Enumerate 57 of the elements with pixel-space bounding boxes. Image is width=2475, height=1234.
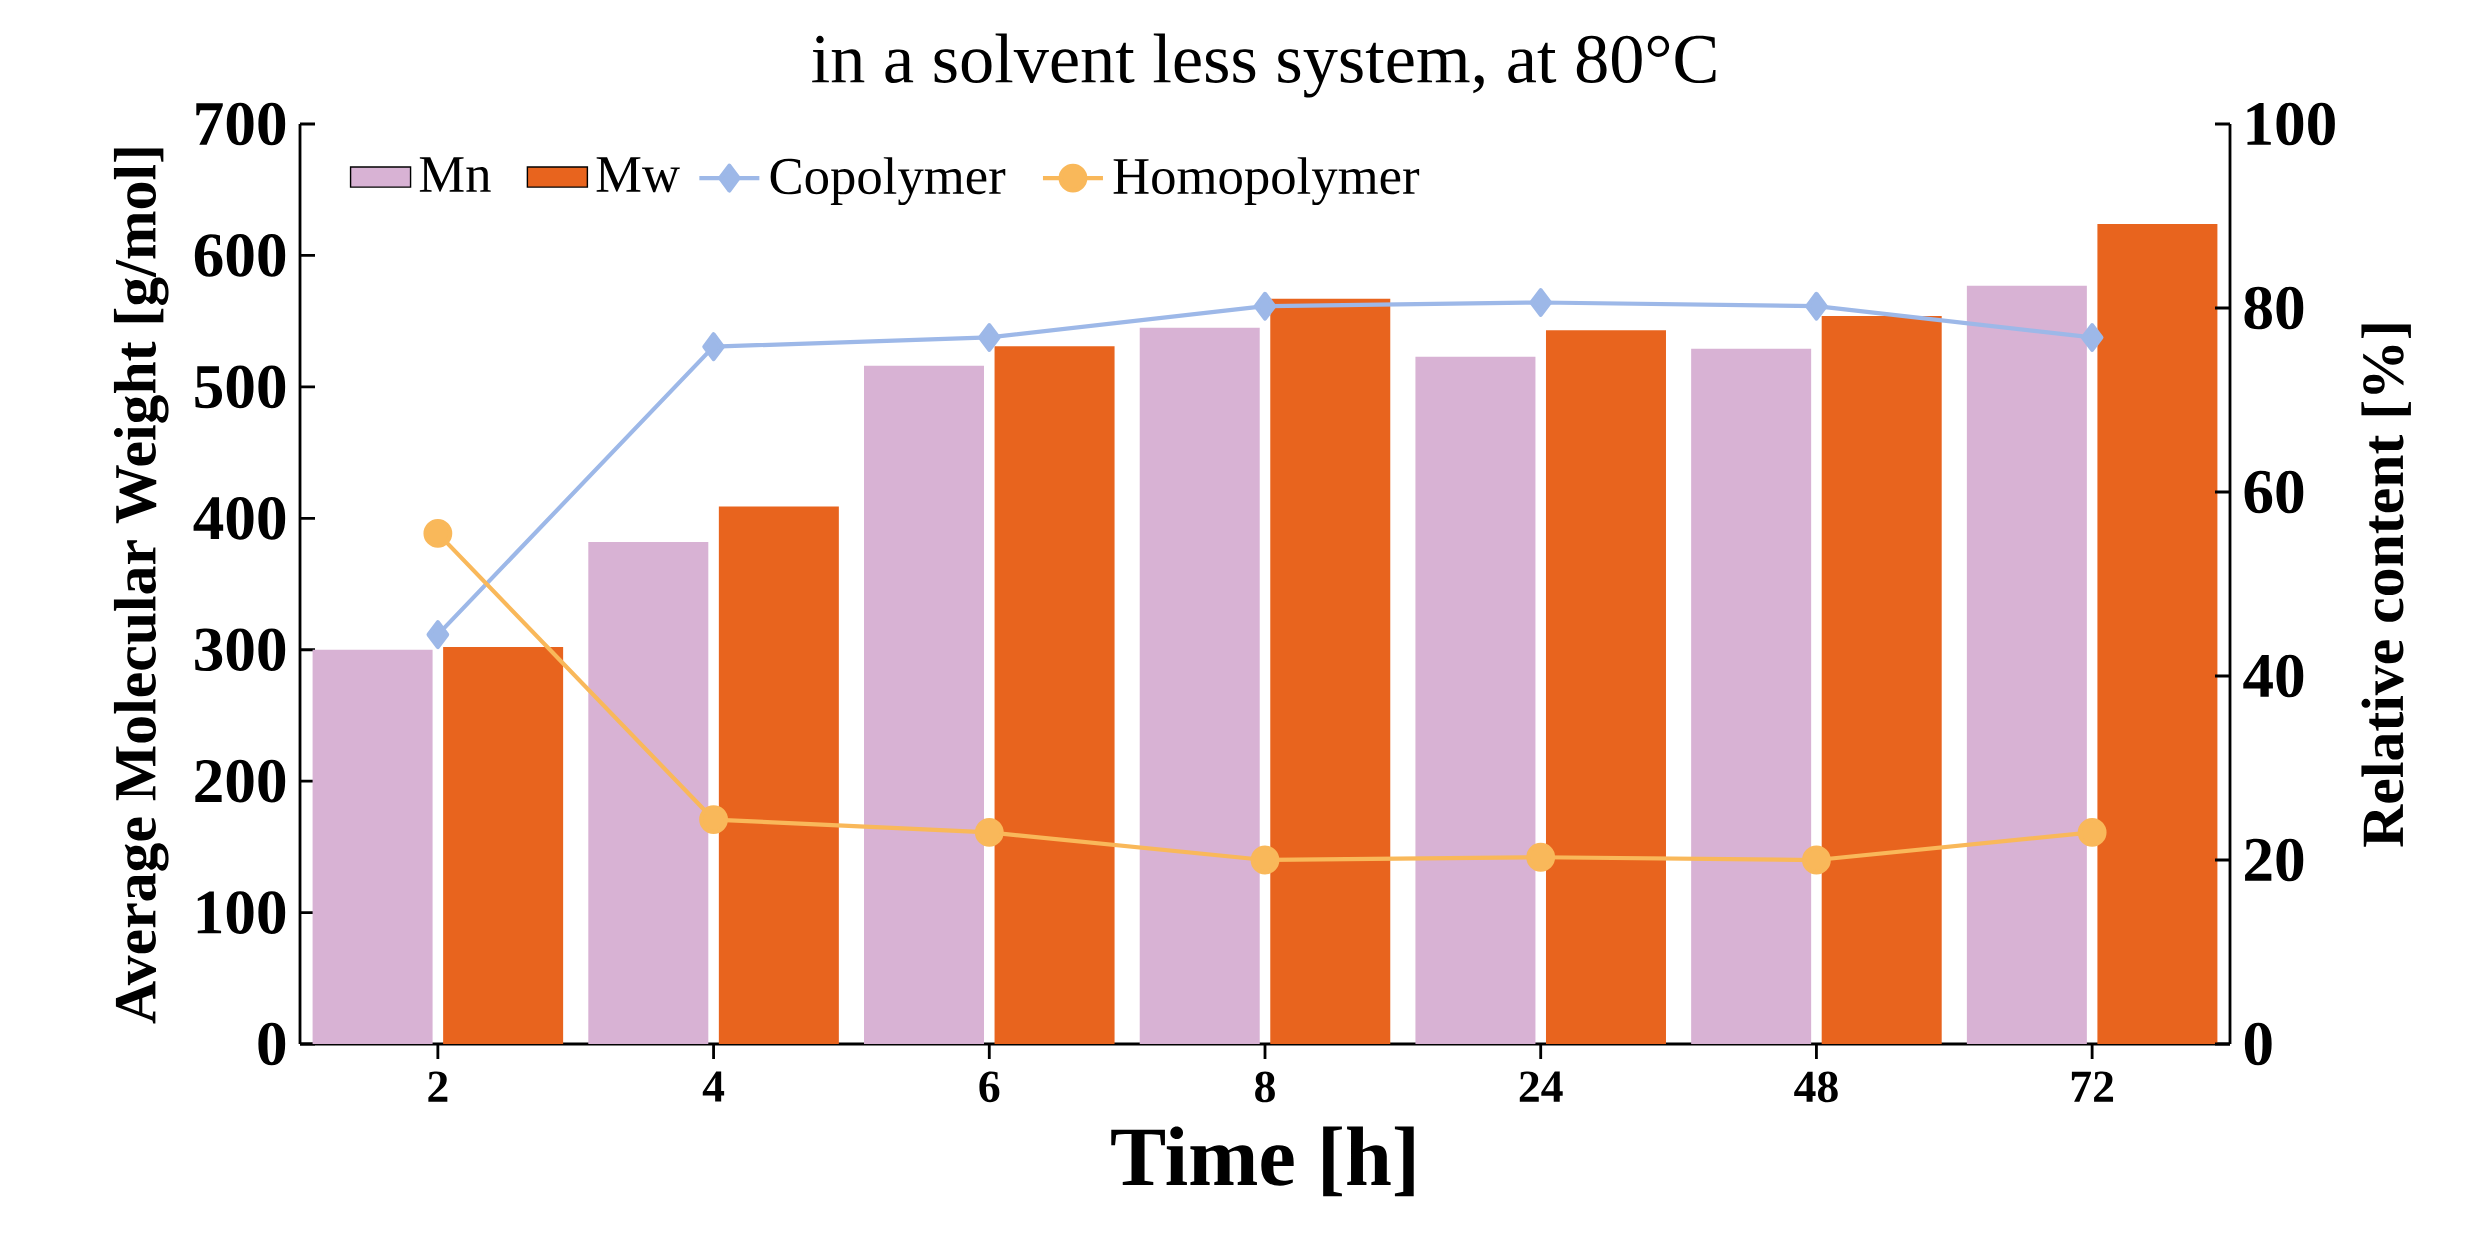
point bbox=[974, 818, 1004, 847]
x-tick-label: 2 bbox=[428, 1071, 448, 1102]
bar bbox=[312, 649, 433, 1045]
bar bbox=[1821, 315, 1942, 1045]
point bbox=[1529, 288, 1553, 317]
bar bbox=[994, 346, 1115, 1045]
x-tick-label: 4 bbox=[702, 1071, 725, 1102]
y2-axis-title: Relative content [%] bbox=[2361, 324, 2411, 847]
y2-tick-label: 40 bbox=[2243, 654, 2304, 698]
y-tick-label: 500 bbox=[195, 365, 286, 409]
y-tick-label: 600 bbox=[194, 234, 286, 277]
y-tick-label: 0 bbox=[258, 1022, 286, 1066]
bar bbox=[1545, 330, 1666, 1045]
bar bbox=[1691, 348, 1812, 1045]
point bbox=[423, 518, 453, 548]
chart-title: in a solvent less system, at 80°C bbox=[812, 33, 1716, 98]
point bbox=[977, 323, 1001, 352]
x-tick-label: 6 bbox=[979, 1071, 1000, 1103]
point bbox=[1805, 291, 1828, 321]
bar bbox=[864, 365, 985, 1045]
y2-tick-label: 0 bbox=[2244, 1022, 2272, 1066]
x-tick-label: 48 bbox=[1794, 1071, 1838, 1103]
bar bbox=[718, 506, 839, 1045]
bar bbox=[1415, 356, 1536, 1045]
legend-label: Copolymer bbox=[770, 157, 1006, 206]
y-tick-label: 200 bbox=[195, 759, 286, 803]
legend-label: Homopolymer bbox=[1113, 157, 1420, 206]
point bbox=[1250, 845, 1280, 875]
point bbox=[1253, 291, 1277, 321]
y-tick-label: 700 bbox=[196, 102, 286, 146]
y-tick-label: 400 bbox=[193, 496, 286, 540]
y-tick-label: 300 bbox=[195, 628, 286, 672]
bar bbox=[1966, 285, 2087, 1045]
y2-tick-label: 100 bbox=[2247, 102, 2335, 146]
point bbox=[1802, 845, 1831, 875]
x-axis-title: Time [h] bbox=[1111, 1126, 1414, 1197]
legend-label: Mn bbox=[419, 157, 491, 192]
x-tick-label: 72 bbox=[2071, 1071, 2114, 1102]
point bbox=[2080, 323, 2104, 352]
y-tick-label: 100 bbox=[197, 891, 286, 934]
bar bbox=[1270, 298, 1391, 1045]
point bbox=[702, 332, 725, 362]
bar bbox=[588, 541, 709, 1045]
y2-tick-label: 20 bbox=[2245, 838, 2304, 882]
y-axis-title: Average Molecular Weight [g/mol] bbox=[113, 148, 169, 1024]
x-tick-label: 8 bbox=[1255, 1071, 1275, 1103]
point bbox=[1526, 842, 1556, 872]
point bbox=[699, 805, 728, 834]
x-tick-label: 24 bbox=[1519, 1071, 1563, 1102]
bar bbox=[1139, 327, 1260, 1045]
bar bbox=[2097, 223, 2218, 1045]
y2-tick-label: 80 bbox=[2244, 286, 2304, 330]
legend-label: Mw bbox=[596, 157, 680, 193]
point bbox=[426, 620, 450, 650]
point bbox=[2077, 818, 2107, 847]
bar bbox=[443, 647, 564, 1045]
y2-tick-label: 60 bbox=[2244, 470, 2304, 514]
